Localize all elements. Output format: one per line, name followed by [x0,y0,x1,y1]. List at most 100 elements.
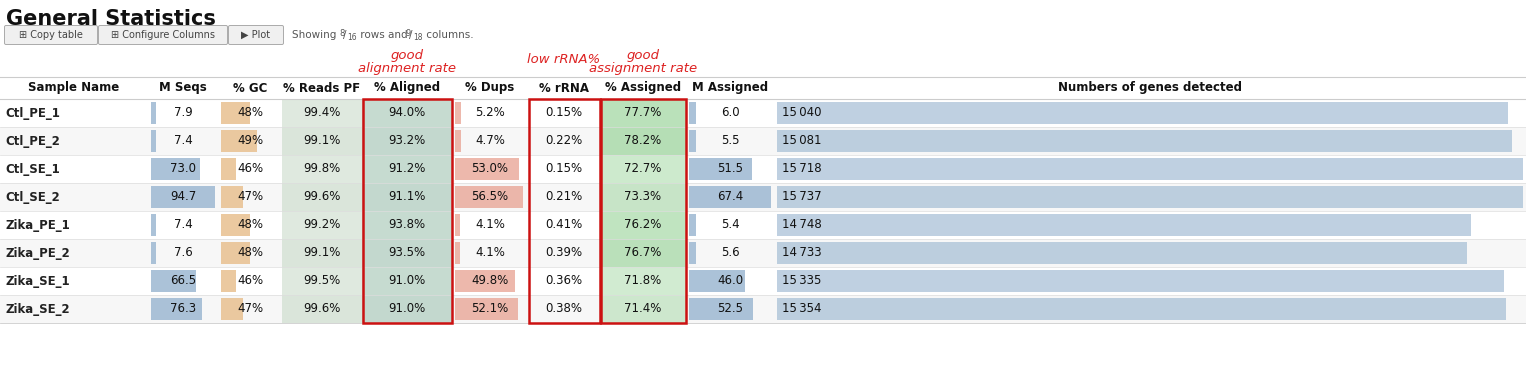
FancyBboxPatch shape [5,25,98,44]
Text: 5.6: 5.6 [720,247,739,259]
Bar [282,155,362,183]
Bar [282,183,362,211]
Text: 7.4: 7.4 [174,218,192,232]
Text: 94.7: 94.7 [169,190,197,203]
Bar [600,155,687,183]
Text: 7.6: 7.6 [174,247,192,259]
Text: 15 354: 15 354 [781,302,821,316]
Text: 73.0: 73.0 [169,163,195,175]
Bar [777,102,1508,124]
Text: 71.8%: 71.8% [624,275,662,287]
Text: M Seqs: M Seqs [159,81,208,94]
Text: 73.3%: 73.3% [624,190,662,203]
Bar [221,298,243,320]
Bar [0,239,1526,267]
Text: 4.7%: 4.7% [475,134,505,148]
Text: 66.5: 66.5 [169,275,195,287]
Bar [363,99,452,323]
Bar [221,214,250,236]
Text: low rRNA%: low rRNA% [528,53,601,66]
Text: 5.4: 5.4 [720,218,739,232]
Text: 77.7%: 77.7% [624,106,662,120]
Text: 76.3: 76.3 [169,302,195,316]
Text: 67.4: 67.4 [717,190,743,203]
Bar [362,127,452,155]
Bar [282,99,362,127]
Text: 76.2%: 76.2% [624,218,662,232]
Text: good: good [391,49,424,62]
Text: 0.22%: 0.22% [545,134,583,148]
Bar [528,99,600,323]
Text: good: good [627,49,659,62]
Text: % rRNA: % rRNA [539,81,589,94]
Text: 49%: 49% [237,134,262,148]
Bar [690,214,696,236]
Text: 0.38%: 0.38% [545,302,583,316]
Text: 93.5%: 93.5% [389,247,426,259]
Text: 0.39%: 0.39% [545,247,583,259]
Bar [151,298,203,320]
Text: 16: 16 [346,33,357,41]
Text: 91.1%: 91.1% [388,190,426,203]
Bar [455,158,519,180]
Text: 99.4%: 99.4% [304,106,340,120]
Text: 93.2%: 93.2% [389,134,426,148]
Text: /: / [409,30,412,40]
Text: 14 748: 14 748 [781,218,821,232]
Text: 99.6%: 99.6% [304,190,340,203]
Text: 4.1%: 4.1% [475,218,505,232]
Bar [0,127,1526,155]
Bar [282,211,362,239]
Bar [362,99,452,127]
Text: 5.2%: 5.2% [475,106,505,120]
Text: 15 040: 15 040 [781,106,821,120]
Bar [777,158,1523,180]
Bar [282,267,362,295]
Bar [282,239,362,267]
Text: Ctl_PE_2: Ctl_PE_2 [5,134,60,148]
Text: ⊞ Copy table: ⊞ Copy table [18,30,82,40]
Text: 15 737: 15 737 [781,190,821,203]
Bar [0,211,1526,239]
Bar [455,270,516,292]
Bar [455,186,523,208]
Bar [777,214,1471,236]
Bar [600,239,687,267]
Text: 51.5: 51.5 [717,163,743,175]
Text: Zika_PE_2: Zika_PE_2 [5,247,70,259]
Bar [151,102,156,124]
Text: 6.0: 6.0 [720,106,739,120]
Bar [777,270,1505,292]
Text: 15 335: 15 335 [781,275,821,287]
Text: ▶ Plot: ▶ Plot [241,30,270,40]
Bar [0,99,1526,127]
Bar [690,130,696,152]
Text: Ctl_SE_2: Ctl_SE_2 [5,190,60,203]
Text: % Aligned: % Aligned [374,81,439,94]
Text: 47%: 47% [237,302,262,316]
Text: % Reads PF: % Reads PF [284,81,360,94]
Bar [690,158,752,180]
Bar [221,186,243,208]
Bar [777,186,1523,208]
Text: Zika_SE_2: Zika_SE_2 [5,302,70,316]
Bar [690,186,771,208]
Bar [777,242,1466,264]
Text: 93.8%: 93.8% [389,218,426,232]
Bar [777,298,1506,320]
Bar [151,214,156,236]
Text: alignment rate: alignment rate [359,62,456,75]
Text: columns.: columns. [423,30,473,40]
Bar [221,102,250,124]
Text: 76.7%: 76.7% [624,247,662,259]
Bar [151,186,215,208]
Text: 0.15%: 0.15% [545,163,583,175]
Bar [455,214,459,236]
Text: 71.4%: 71.4% [624,302,662,316]
Text: 0.21%: 0.21% [545,190,583,203]
Bar [600,183,687,211]
Bar [282,127,362,155]
Bar [362,211,452,239]
Text: 99.6%: 99.6% [304,302,340,316]
Bar [362,267,452,295]
